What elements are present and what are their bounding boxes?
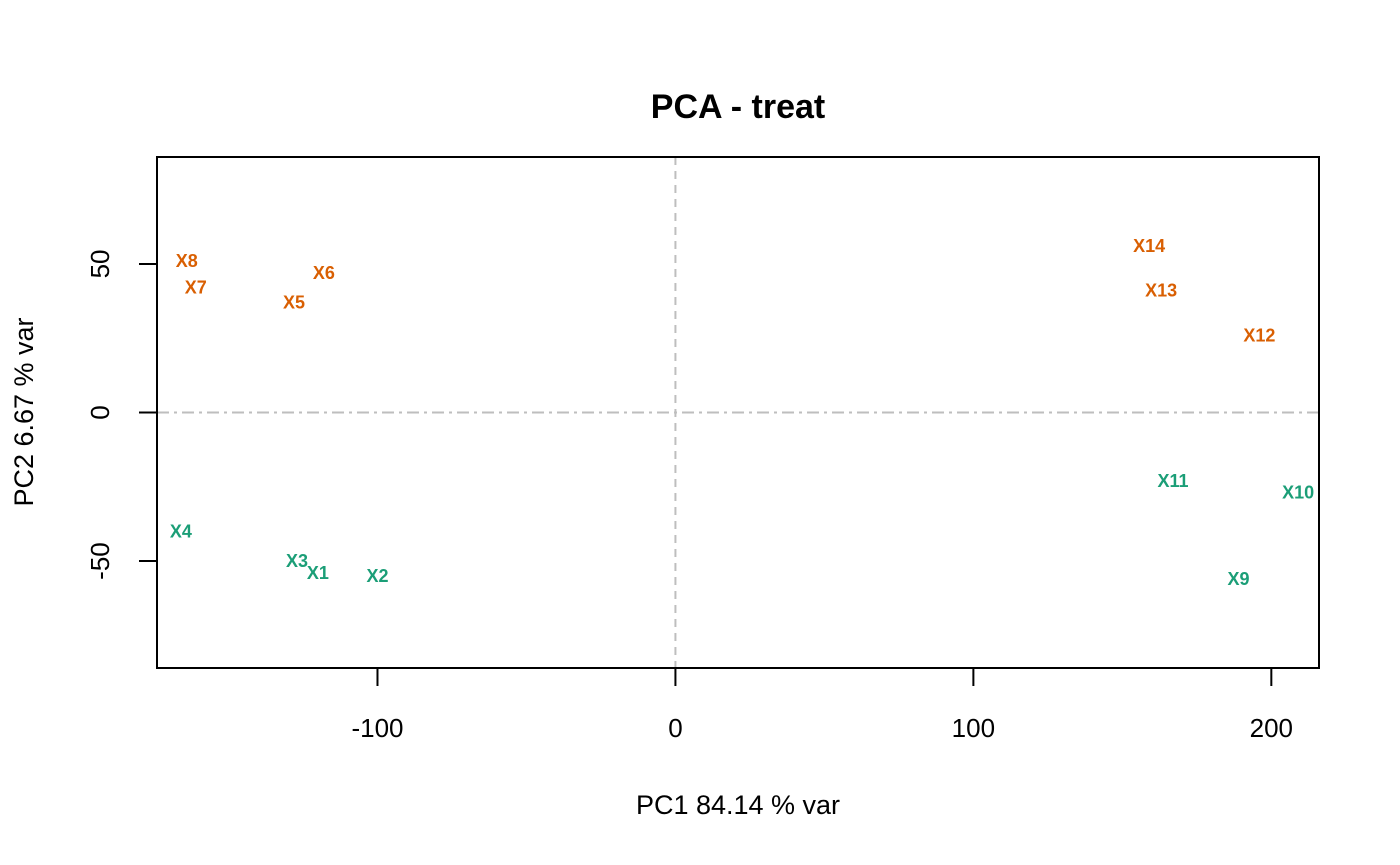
y-axis: -50 0 50 — [85, 249, 158, 580]
point-label-x9: X9 — [1228, 569, 1250, 589]
x-axis-label: PC1 84.14 % var — [636, 790, 840, 820]
point-label-x5: X5 — [283, 293, 305, 313]
reference-lines — [157, 157, 1319, 668]
point-label-x11: X11 — [1157, 471, 1188, 491]
point-label-x12: X12 — [1243, 325, 1275, 345]
x-tick-label: 100 — [952, 713, 995, 743]
point-label-x10: X10 — [1282, 483, 1314, 503]
point-label-x6: X6 — [313, 263, 335, 283]
y-axis-label: PC2 6.67 % var — [9, 317, 39, 506]
y-tick-label: 0 — [85, 405, 115, 419]
point-label-x3: X3 — [286, 551, 308, 571]
point-label-x7: X7 — [185, 278, 207, 298]
x-tick-label: 0 — [668, 713, 682, 743]
y-tick-label: 50 — [85, 249, 115, 278]
x-axis: -100 0 100 200 — [351, 667, 1293, 743]
y-tick-label: -50 — [85, 542, 115, 580]
point-label-x1: X1 — [307, 563, 329, 583]
point-label-x2: X2 — [366, 566, 388, 586]
x-tick-label: -100 — [351, 713, 403, 743]
point-label-x4: X4 — [170, 521, 192, 541]
point-label-x14: X14 — [1133, 236, 1165, 256]
point-label-x8: X8 — [176, 251, 198, 271]
chart-title: PCA - treat — [651, 88, 825, 126]
point-label-x13: X13 — [1145, 281, 1177, 301]
x-tick-label: 200 — [1250, 713, 1293, 743]
